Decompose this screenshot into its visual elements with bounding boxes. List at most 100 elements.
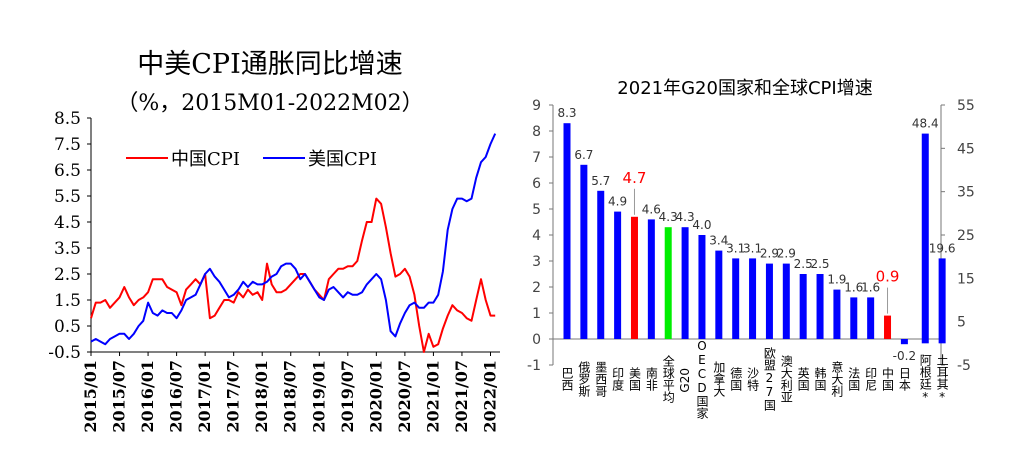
line-y-tick-label: 8.5	[54, 109, 81, 129]
bar-category-label: 澳大利亚	[779, 355, 793, 403]
bar-value-label: 4.3	[659, 210, 678, 224]
bar-category-label: OECD国家	[695, 339, 709, 419]
bar-value-label: -0.2	[893, 349, 916, 363]
bar-20	[900, 339, 908, 345]
bar-left-tick-label: 7	[532, 150, 541, 166]
line-y-tick-label: -0.5	[48, 343, 81, 363]
bar-value-label: 4.9	[608, 195, 627, 209]
line-x-tick-label: 2019/01	[309, 360, 328, 433]
line-x-tick-label: 2017/01	[195, 360, 214, 433]
bar-3	[614, 211, 622, 339]
bar-category-label: G20	[678, 368, 692, 393]
bar-value-label: 5.7	[591, 174, 610, 188]
bar-category-label: 欧盟27国	[762, 347, 776, 411]
bar-category-label: 阿根廷*	[918, 354, 932, 404]
line-x-tick-label: 2016/07	[167, 360, 186, 433]
bar-value-label: 3.1	[743, 241, 762, 255]
bar-value-label: 8.3	[557, 106, 576, 120]
line-x-tick-label: 2022/01	[480, 360, 499, 433]
bar-left-tick-label: 2	[532, 280, 541, 296]
bar-left-tick-label: 5	[532, 202, 541, 218]
bar-left-tick-label: 9	[532, 98, 541, 114]
line-x-tick-label: 2021/01	[423, 360, 442, 433]
bar-left-tick-label: 8	[532, 124, 541, 140]
bar-value-label: 48.4	[912, 117, 939, 131]
bar-value-label: 6.7	[574, 148, 593, 162]
bar-17	[850, 297, 858, 339]
bar-category-label: 巴西	[560, 367, 574, 391]
bar-value-label: 0.9	[876, 268, 900, 286]
bar-category-label: 南非	[644, 366, 658, 391]
bar-value-label: 3.1	[726, 241, 745, 255]
bar-9	[715, 250, 723, 339]
line-y-tick-label: 0.5	[54, 317, 81, 337]
line-x-tick-label: 2015/07	[110, 360, 129, 433]
bar-category-label: 日本	[897, 367, 911, 392]
line-y-tick-label: 1.5	[54, 291, 81, 311]
bar-8	[698, 235, 706, 339]
bar-chart-title: 2021年G20国家和全球CPI增速	[617, 78, 872, 99]
line-x-tick-label: 2019/07	[338, 360, 357, 433]
bar-right-tick-label: 5	[957, 315, 966, 331]
bar-category-label: 韩国	[813, 366, 827, 391]
bar-left-tick-label: -1	[527, 358, 541, 374]
bar-value-label: 4.6	[642, 202, 661, 216]
line-x-tick-label: 2018/07	[281, 360, 300, 433]
line-chart-subtitle: （%，2015M01-2022M02）	[116, 91, 423, 116]
bar-value-label: 2.9	[760, 247, 779, 261]
line-x-tick-label: 2020/07	[395, 360, 414, 433]
bar-left-tick-label: 4	[532, 228, 541, 244]
bar-category-label: 土耳其*	[935, 354, 949, 404]
line-y-tick-label: 3.5	[54, 239, 81, 259]
bar-value-label: 1.9	[827, 273, 846, 287]
bar-18	[867, 297, 875, 339]
line-y-tick-label: 5.5	[54, 187, 81, 207]
bar-category-label: 中国	[881, 366, 895, 391]
bar-category-label: 意大利	[830, 360, 844, 397]
line-x-tick-label: 2021/07	[452, 360, 471, 433]
line-x-tick-label: 2015/01	[81, 360, 100, 433]
us-cpi-line	[90, 133, 497, 346]
bar-right-tick-label: 45	[957, 141, 975, 157]
line-chart-title: 中美CPI通胀同比增速	[137, 49, 403, 80]
bar-category-label: 俄罗斯	[577, 361, 591, 398]
bar-14	[799, 274, 807, 339]
bar-21	[921, 133, 929, 344]
bar-6	[664, 227, 672, 339]
line-y-tick-label: 4.5	[54, 213, 81, 233]
bar-right-tick-label: 25	[957, 228, 975, 244]
line-y-tick-label: 6.5	[54, 161, 81, 181]
bar-category-label: 全球平均	[661, 354, 675, 404]
legend-china-label: 中国CPI	[171, 149, 240, 170]
bar-2	[597, 190, 605, 339]
bar-right-tick-label: 55	[957, 98, 975, 114]
bar-right-tick-label: 15	[957, 271, 975, 287]
bar-category-label: 墨西哥	[594, 361, 608, 397]
bar-10	[732, 258, 740, 339]
bar-value-label: 1.6	[844, 280, 863, 294]
bar-value-label: 1.6	[861, 280, 880, 294]
bar-category-label: 德国	[729, 366, 743, 391]
bar-value-label: 2.5	[810, 257, 829, 271]
bar-15	[816, 274, 824, 339]
bar-category-label: 法国	[847, 367, 861, 391]
line-x-tick-label: 2016/01	[138, 360, 157, 433]
bar-5	[647, 219, 655, 339]
bar-value-label: 4.0	[692, 218, 711, 232]
bar-category-label: 美国	[627, 367, 641, 391]
line-y-tick-label: 2.5	[54, 265, 81, 285]
line-chart: -0.5 0.5 1.5 2.5 3.5 4.5 5.5 6.5 7.5 8.5 2015/01 20…	[48, 109, 500, 433]
bar-category-label: 印尼	[864, 367, 878, 391]
bar-left-tick-label: 3	[532, 254, 541, 270]
line-x-tick-label: 2017/07	[224, 360, 243, 433]
line-x-tick-label: 2020/01	[366, 360, 385, 433]
bar-22	[938, 258, 946, 344]
line-y-tick-label: 7.5	[54, 135, 81, 155]
line-x-tick-label: 2018/01	[252, 360, 271, 433]
bar-16	[833, 289, 841, 339]
bar-left-tick-label: 1	[532, 306, 541, 322]
bar-1	[580, 164, 588, 339]
bar-13	[782, 263, 790, 339]
